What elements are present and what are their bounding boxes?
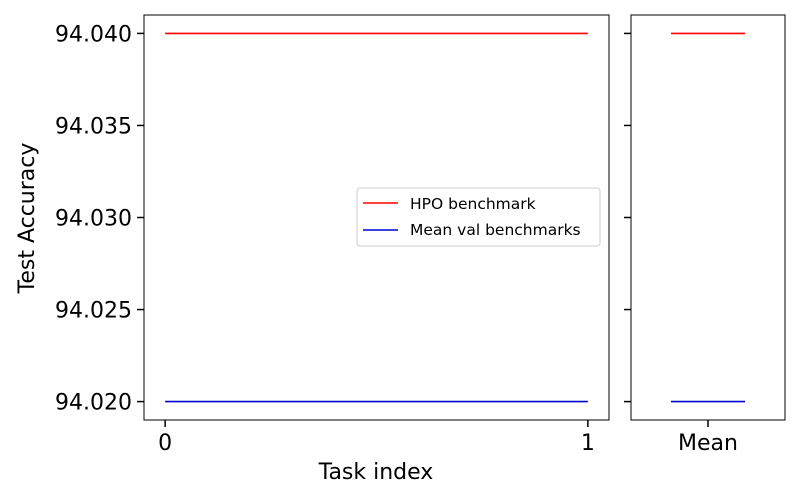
mean-series-lines (671, 32, 745, 403)
main-y-ticks: 94.020 94.025 94.030 94.035 94.040 (55, 22, 144, 416)
x-tick-label: 0 (158, 431, 172, 456)
y-tick-label: 94.040 (55, 22, 132, 47)
mean-y-ticks (624, 32, 631, 403)
main-series-lines (165, 32, 588, 403)
y-tick-label: 94.025 (55, 299, 132, 324)
mean-plot-area (630, 14, 786, 421)
y-tick-label: 94.030 (55, 207, 132, 232)
legend: HPO benchmark Mean val benchmarks (356, 187, 601, 247)
y-tick-label: 94.020 (55, 391, 132, 416)
legend-label-hpo: HPO benchmark (410, 195, 536, 213)
x-axis-label: Task index (318, 460, 434, 485)
mean-panel: Mean (624, 14, 786, 456)
y-tick-label: 94.035 (55, 114, 132, 139)
legend-label-mean-val: Mean val benchmarks (410, 221, 581, 239)
mean-x-tick-label: Mean (678, 431, 738, 456)
x-tick-label: 1 (581, 431, 595, 456)
y-axis-label: Test Accuracy (15, 143, 40, 295)
legend-box (356, 187, 601, 247)
